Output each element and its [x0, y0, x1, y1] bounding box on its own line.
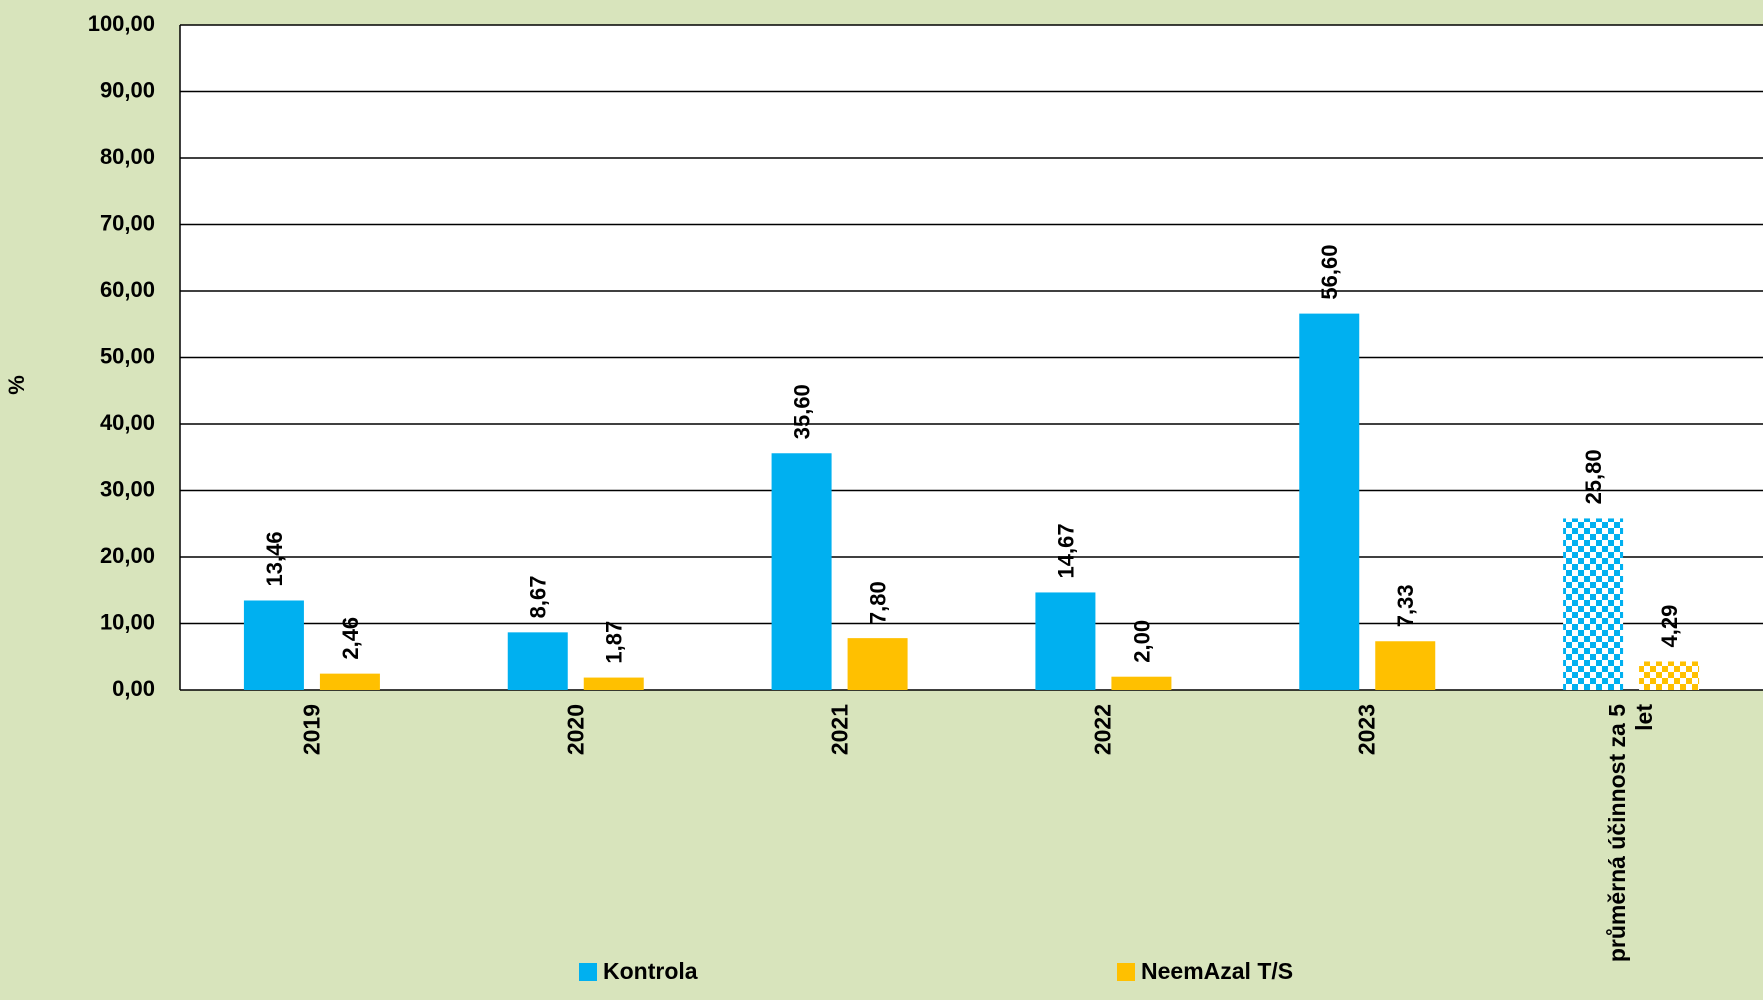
- bar: [847, 638, 908, 690]
- legend-item: NeemAzal T/S: [1117, 958, 1293, 985]
- y-tick-label: 0,00: [112, 676, 155, 701]
- bar: [507, 632, 568, 690]
- data-label: 13,46: [262, 531, 287, 586]
- bar: [243, 600, 304, 690]
- legend-swatch: [579, 962, 597, 981]
- data-label: 56,60: [1317, 245, 1342, 300]
- data-label: 8,67: [526, 576, 551, 619]
- y-tick-label: 80,00: [100, 144, 155, 169]
- bar: [771, 453, 832, 690]
- y-axis-label: %: [4, 375, 29, 395]
- x-tick-label: 2023: [1353, 704, 1380, 756]
- y-tick-label: 90,00: [100, 77, 155, 102]
- x-tick-label: 2020: [562, 704, 589, 756]
- bar: [1375, 641, 1436, 690]
- y-tick-label: 50,00: [100, 343, 155, 368]
- data-label: 2,46: [338, 617, 363, 660]
- legend-item: Kontrola: [579, 958, 698, 985]
- x-tick-label: 2022: [1089, 704, 1116, 756]
- bar: [1639, 661, 1700, 690]
- bar: [583, 677, 644, 690]
- legend-label: NeemAzal T/S: [1141, 958, 1294, 984]
- data-label: 4,29: [1657, 605, 1682, 648]
- bar: [1299, 313, 1360, 690]
- y-tick-label: 100,00: [88, 11, 155, 36]
- data-label: 35,60: [790, 384, 815, 439]
- y-tick-label: 60,00: [100, 277, 155, 302]
- data-label: 2,00: [1129, 620, 1154, 663]
- bar: [1563, 518, 1624, 690]
- data-label: 1,87: [602, 621, 627, 664]
- x-tick-label: průměrná účinnost za 5 let: [1604, 704, 1658, 963]
- legend-label: Kontrola: [603, 958, 698, 984]
- x-tick-label: 2019: [298, 704, 325, 756]
- data-label: 14,67: [1053, 523, 1078, 578]
- data-label: 25,80: [1581, 449, 1606, 504]
- y-tick-label: 30,00: [100, 476, 155, 501]
- y-tick-label: 70,00: [100, 210, 155, 235]
- y-tick-label: 10,00: [100, 609, 155, 634]
- legend-swatch: [1117, 962, 1135, 981]
- bar: [1035, 592, 1096, 690]
- y-tick-label: 20,00: [100, 543, 155, 568]
- data-label: 7,80: [866, 581, 891, 624]
- data-label: 7,33: [1393, 584, 1418, 627]
- bar: [319, 673, 380, 690]
- y-tick-label: 40,00: [100, 410, 155, 435]
- x-tick-label: 2021: [826, 704, 853, 756]
- bar: [1111, 676, 1172, 690]
